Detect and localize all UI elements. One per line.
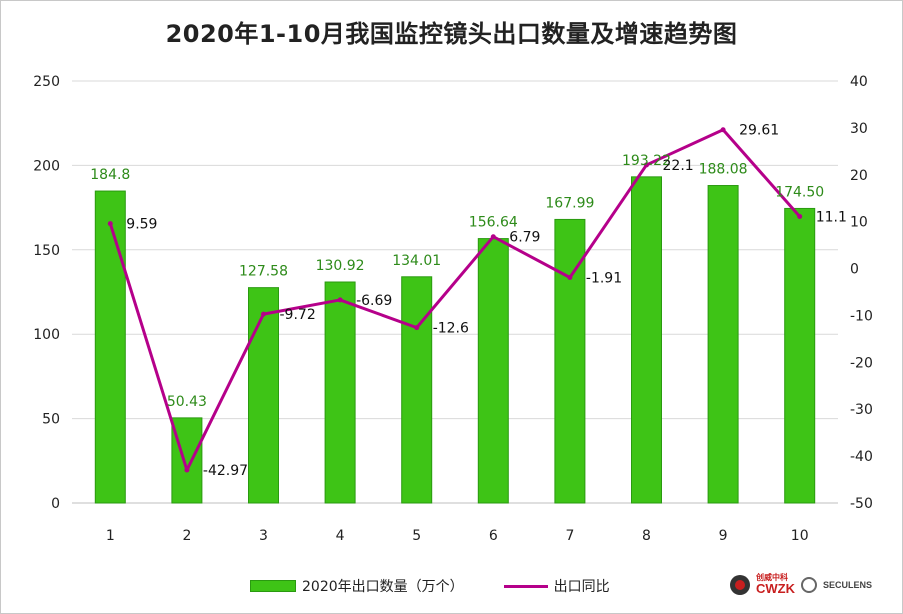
legend-bar-swatch <box>250 580 296 592</box>
legend-item-line: 出口同比 <box>503 576 610 596</box>
line-point <box>337 297 343 303</box>
seculens-logo-icon <box>801 576 817 593</box>
bar <box>707 185 739 504</box>
logos: 创威中科 CWZK SECULENS <box>730 574 872 595</box>
y-right-tick-label: 20 <box>850 168 868 184</box>
line-data-label: -6.69 <box>356 293 392 309</box>
bar <box>401 276 433 504</box>
y-left-tick-label: 0 <box>51 496 60 512</box>
y-right-tick-label: -20 <box>850 355 873 371</box>
cwzk-logo-en: CWZK <box>756 581 795 596</box>
line-point <box>107 221 113 227</box>
x-tick-label: 1 <box>106 528 115 544</box>
line-data-label: 11.1 <box>816 210 847 226</box>
y-right-tick-label: -50 <box>850 496 873 512</box>
y-right-tick-label: -40 <box>850 449 873 465</box>
line-point <box>490 234 496 240</box>
x-tick-label: 9 <box>719 528 728 544</box>
legend-line-label: 出口同比 <box>553 579 610 595</box>
bar-data-label: 184.8 <box>90 167 130 183</box>
seculens-logo: SECULENS <box>823 579 873 590</box>
bar <box>554 218 586 504</box>
line-data-label: 22.1 <box>663 158 694 174</box>
line-data-label: 29.61 <box>739 123 779 139</box>
legend-line-swatch <box>503 584 548 588</box>
legend-bar-label: 2020年出口数量（万个） <box>302 579 464 595</box>
cwzk-logo-icon <box>730 574 750 595</box>
x-tick-label: 6 <box>489 528 498 544</box>
line-point <box>567 275 573 281</box>
bar <box>631 176 662 504</box>
bar <box>324 281 356 504</box>
line-data-label: -42.97 <box>203 463 248 479</box>
bar-data-label: 134.01 <box>392 253 441 269</box>
cwzk-logo-cn: 创威中科 <box>756 573 788 582</box>
y-left-tick-label: 100 <box>33 327 60 343</box>
bar-data-label: 156.64 <box>469 215 518 231</box>
x-tick-label: 7 <box>565 528 574 544</box>
bar <box>171 417 203 504</box>
y-left-tick-label: 250 <box>33 74 60 90</box>
x-tick-label: 4 <box>336 528 345 544</box>
series-line <box>108 128 801 472</box>
bar-data-label: 193.22 <box>622 153 671 169</box>
y-right-tick-label: 30 <box>850 121 868 137</box>
line-data-label: 6.79 <box>509 230 540 246</box>
bar-data-label: 188.08 <box>699 162 748 178</box>
chart-title: 2020年1-10月我国监控镜头出口数量及增速趋势图 <box>165 20 738 48</box>
line-point <box>184 467 190 473</box>
y-right-tick-label: 10 <box>850 215 868 231</box>
line-point <box>414 325 420 331</box>
bar <box>94 190 126 504</box>
line-point <box>261 311 266 317</box>
x-tick-label: 2 <box>182 528 191 544</box>
y-right-tick-label: -30 <box>850 402 873 418</box>
line-data-label: -12.6 <box>433 321 469 337</box>
bar <box>784 207 816 504</box>
x-tick-label: 10 <box>791 528 809 544</box>
bar-data-label: 167.99 <box>545 195 594 211</box>
legend: 2020年出口数量（万个） 出口同比 <box>250 576 650 596</box>
legend-item-bar: 2020年出口数量（万个） <box>250 576 464 596</box>
bar <box>248 287 279 504</box>
line-point <box>720 127 726 133</box>
line-data-label: -9.72 <box>280 307 316 323</box>
bar-data-label: 174.50 <box>775 184 824 200</box>
bar-data-label: 127.58 <box>239 264 288 280</box>
y-right-tick-label: 0 <box>850 262 859 278</box>
y-right-tick-label: 40 <box>850 74 868 90</box>
bar <box>477 238 509 504</box>
y-left-tick-label: 150 <box>33 243 60 259</box>
x-tick-label: 8 <box>642 528 651 544</box>
y-right-tick-label: -10 <box>850 308 873 324</box>
bar-data-label: 50.43 <box>167 394 207 410</box>
x-tick-label: 5 <box>412 528 421 544</box>
y-left-tick-label: 200 <box>33 158 60 174</box>
cwzk-logo: 创威中科 CWZK <box>756 573 795 596</box>
bar-data-label: 130.92 <box>316 258 365 274</box>
y-left-tick-label: 50 <box>42 412 60 428</box>
line-point <box>644 162 649 168</box>
line-point <box>797 214 803 220</box>
line-data-label: 9.59 <box>126 217 157 233</box>
line-data-label: -1.91 <box>586 271 622 287</box>
x-tick-label: 3 <box>259 528 268 544</box>
